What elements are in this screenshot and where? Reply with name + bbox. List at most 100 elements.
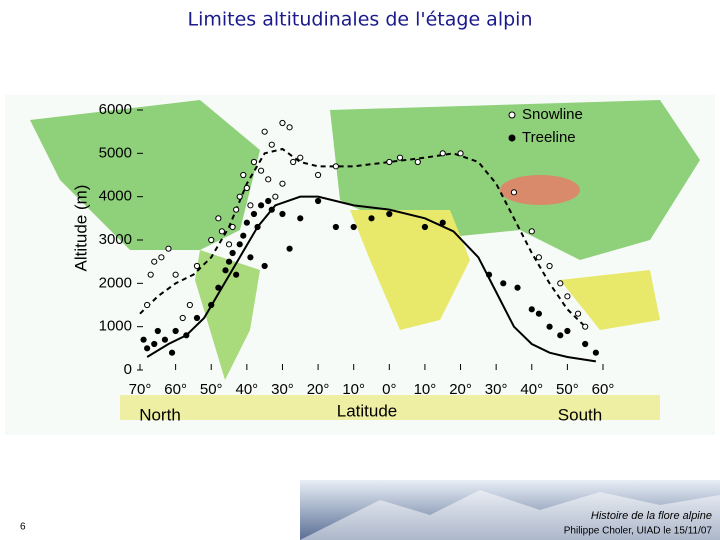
data-point xyxy=(500,280,507,287)
data-point xyxy=(457,150,464,157)
data-point xyxy=(236,241,243,248)
x-tick-label: 70° xyxy=(129,381,152,398)
data-point xyxy=(314,197,322,205)
data-point xyxy=(414,158,421,166)
data-point xyxy=(151,340,158,348)
north-label: North xyxy=(139,405,181,424)
data-point xyxy=(268,141,275,148)
footer-course: Histoire de la flore alpine xyxy=(591,510,712,522)
data-point xyxy=(386,210,393,218)
x-tick-label: 40° xyxy=(520,381,543,398)
data-point xyxy=(144,301,151,309)
data-point xyxy=(250,158,258,166)
data-point xyxy=(233,206,240,213)
south-label: South xyxy=(558,405,602,424)
data-point xyxy=(332,163,339,170)
data-point xyxy=(279,119,286,127)
data-point xyxy=(208,236,215,244)
x-tick-label: 40° xyxy=(236,381,259,398)
data-point xyxy=(592,349,599,356)
data-point xyxy=(265,197,272,205)
legend-label: Treeline xyxy=(522,129,576,146)
data-point xyxy=(332,223,339,231)
data-point xyxy=(147,271,154,278)
data-point xyxy=(265,176,272,183)
data-point xyxy=(386,158,393,166)
data-point xyxy=(250,210,258,218)
x-tick-label: 60° xyxy=(164,381,187,398)
data-point xyxy=(240,232,247,239)
data-point xyxy=(186,301,193,309)
data-point xyxy=(222,267,229,274)
x-tick-label: 30° xyxy=(485,381,508,398)
data-point xyxy=(439,219,446,226)
x-tick-label: 60° xyxy=(592,381,615,398)
x-tick-label: 0° xyxy=(382,381,396,398)
data-point xyxy=(297,154,304,161)
data-point xyxy=(439,150,446,157)
data-point xyxy=(154,327,161,335)
data-point xyxy=(535,254,542,261)
y-axis-label: Altitude (m) xyxy=(71,185,90,272)
x-axis-label: Latitude xyxy=(337,401,398,420)
data-point xyxy=(510,189,518,196)
x-tick-label: 10° xyxy=(414,381,437,398)
data-point xyxy=(233,271,240,278)
data-point xyxy=(225,241,233,248)
data-point xyxy=(485,271,493,278)
data-point xyxy=(229,249,236,257)
data-point xyxy=(247,254,254,261)
x-tick-label: 30° xyxy=(271,381,294,398)
y-tick-label: 6000 xyxy=(99,101,132,118)
data-point xyxy=(158,254,165,261)
data-point xyxy=(286,124,293,131)
data-point xyxy=(225,258,233,265)
data-point xyxy=(183,332,190,339)
data-point xyxy=(564,293,571,300)
fit-curve xyxy=(146,195,597,363)
legend-marker xyxy=(508,111,516,119)
data-point xyxy=(350,223,357,231)
data-point xyxy=(557,280,564,287)
data-point xyxy=(140,336,147,343)
x-tick-label: 50° xyxy=(200,381,223,398)
data-point xyxy=(257,167,265,174)
data-point xyxy=(314,171,322,179)
legend-label: Snowline xyxy=(522,106,583,123)
data-point xyxy=(172,271,179,278)
data-point xyxy=(236,193,243,200)
data-point xyxy=(151,258,158,265)
data-point xyxy=(247,202,254,209)
y-tick-label: 5000 xyxy=(99,144,132,161)
data-point xyxy=(243,184,250,192)
x-tick-label: 20° xyxy=(449,381,472,398)
data-point xyxy=(528,306,535,313)
data-point xyxy=(557,332,564,339)
data-point xyxy=(290,158,297,166)
slide-title: Limites altitudinales de l'étage alpin xyxy=(188,9,533,31)
data-point xyxy=(564,327,571,335)
page-number: 6 xyxy=(20,522,26,533)
data-point xyxy=(514,284,521,291)
data-point xyxy=(279,210,286,218)
map-background xyxy=(5,95,715,435)
data-point xyxy=(193,314,201,322)
data-point xyxy=(144,345,151,352)
data-point xyxy=(546,323,553,330)
data-point xyxy=(179,314,186,322)
y-tick-label: 0 xyxy=(124,361,132,378)
data-point xyxy=(286,245,293,252)
x-tick-label: 50° xyxy=(556,381,579,398)
data-point xyxy=(421,223,429,231)
data-point xyxy=(215,284,222,291)
data-point xyxy=(208,301,215,309)
x-tick-label: 20° xyxy=(307,381,330,398)
legend-marker xyxy=(508,134,516,142)
y-tick-label: 4000 xyxy=(99,188,132,205)
data-point xyxy=(546,262,553,270)
data-point xyxy=(243,219,250,226)
data-point xyxy=(165,245,172,252)
fit-curve xyxy=(139,147,586,328)
data-point xyxy=(535,310,542,317)
data-point xyxy=(229,223,236,231)
